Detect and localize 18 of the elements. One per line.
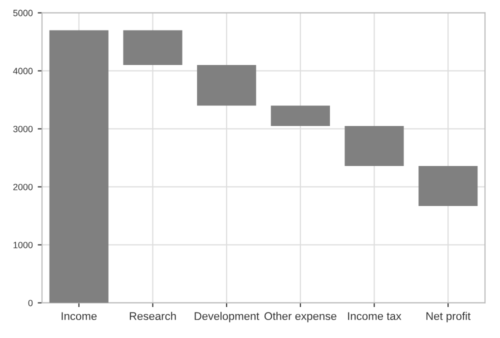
bar xyxy=(197,65,256,106)
x-tick-label: Net profit xyxy=(426,312,471,322)
y-tick-label: 0 xyxy=(28,300,33,306)
bar xyxy=(270,106,330,126)
y-tick-label: 2000 xyxy=(13,184,33,190)
x-tick-label: Research xyxy=(130,312,176,320)
y-tick-label: 4000 xyxy=(13,68,33,74)
x-tick-label: Income tax xyxy=(348,312,402,320)
bar xyxy=(418,166,478,206)
bar xyxy=(49,30,108,303)
x-tick-label: Other expense xyxy=(264,312,336,322)
y-tick-label: 3000 xyxy=(13,126,33,132)
y-tick-label: 1000 xyxy=(14,242,33,248)
bar xyxy=(123,30,182,66)
x-tick-label: Income xyxy=(62,312,97,320)
y-tick-label: 5000 xyxy=(13,10,33,16)
x-tick-label: Development xyxy=(194,312,260,322)
bar xyxy=(344,126,404,166)
